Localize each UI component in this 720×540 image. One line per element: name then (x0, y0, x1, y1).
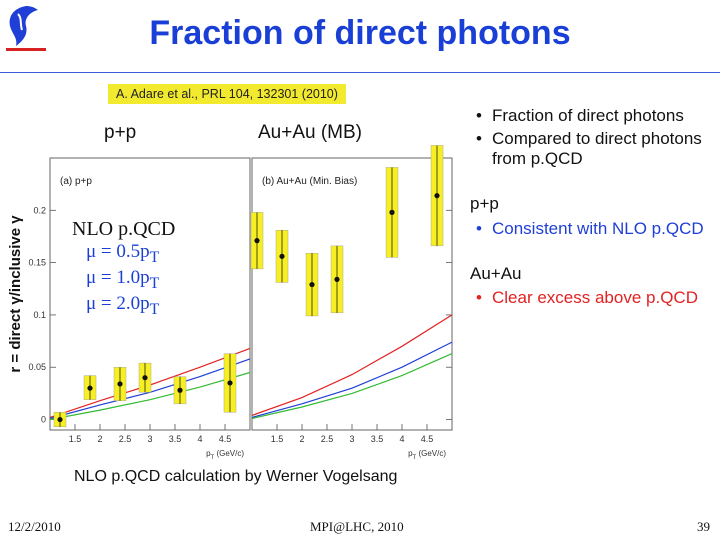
y-axis-label: r = direct γ/inclusive γ (7, 215, 24, 373)
slide-title: Fraction of direct photons (149, 14, 571, 52)
page-number: 39 (697, 519, 710, 534)
label-layer: r = direct γ/inclusive γ 0 0.05 0.1 0.15 0.2 (… (7, 176, 446, 460)
data-point (227, 380, 233, 386)
x-tick-label: 4 (197, 434, 202, 444)
data-point (177, 387, 183, 393)
data-point (309, 281, 315, 288)
panel-label-auau: Au+Au (MB) (258, 122, 363, 143)
x-tick-label: 3.5 (371, 434, 384, 444)
nlo-legend-title: NLO p.QCD (72, 218, 176, 240)
nlo-legend-line: μ = 1.0pT (86, 266, 160, 292)
x-tick-label: 2 (299, 434, 304, 444)
nlo-legend-line: μ = 2.0pT (86, 292, 160, 318)
x-tick-label: 3 (147, 434, 152, 444)
y-tick-label: 0.05 (28, 362, 46, 372)
y-tick-label: 0 (41, 415, 46, 425)
bullet-item: • Fraction of direct photons (476, 106, 684, 125)
x-tick-label: 4.5 (421, 434, 434, 444)
y-tick-label: 0.1 (33, 310, 46, 320)
calculation-credit: NLO p.QCD calculation by Werner Vogelsan… (74, 468, 398, 485)
bullet-heading-pp: p+p (470, 194, 499, 214)
curve-layer (49, 314, 453, 421)
x-tick-label: 2.5 (321, 434, 334, 444)
nlo-curve (251, 314, 453, 416)
footer-event: MPI@LHC, 2010 (310, 519, 404, 534)
data-point (434, 193, 440, 199)
x-tick-label: 2 (97, 434, 102, 444)
university-logo-icon (4, 4, 48, 54)
axes-layer (49, 157, 453, 431)
data-point (254, 238, 260, 244)
bullet-item: • Compared to direct photons from p.QCD (476, 128, 702, 169)
y-tick-label: 0.2 (33, 205, 46, 215)
x-tick-label: 1.5 (69, 434, 82, 444)
panel-tag: (b) Au+Au (Min. Bias) (262, 176, 357, 187)
data-point (389, 209, 395, 215)
data-point (117, 381, 123, 387)
x-axis-label: pT (GeV/c) (408, 449, 446, 460)
panel-label-pp: p+p (104, 122, 137, 143)
citation-box: A. Adare et al., PRL 104, 132301 (2010) (108, 84, 346, 104)
title-underline (0, 72, 720, 73)
nlo-legend: NLO p.QCD μ = 0.5pT μ = 1.0pT μ = 2.0pT (72, 218, 175, 318)
point-layer (53, 145, 444, 428)
x-axis-label: pT (GeV/c) (206, 449, 244, 460)
footer-date: 12/2/2010 (8, 519, 61, 534)
x-tick-label: 3 (349, 434, 354, 444)
x-tick-label: 3.5 (169, 434, 182, 444)
data-point (279, 253, 285, 259)
photon-fraction-chart: r = direct γ/inclusive γ 0 0.05 0.1 0.15 0.2 (… (7, 145, 453, 460)
nlo-curve (251, 341, 453, 418)
y-tick-label: 0.15 (28, 258, 46, 268)
data-point (142, 375, 148, 381)
nlo-curve (251, 353, 453, 420)
x-tick-label: 4.5 (219, 434, 232, 444)
panel-tag: (a) p+p (60, 176, 92, 187)
x-tick-label: 4 (399, 434, 404, 444)
nlo-curve (49, 371, 251, 421)
bullet-heading-auau: Au+Au (470, 263, 522, 283)
bullet-item: • Clear excess above p.QCD (476, 288, 698, 308)
x-tick-label: 1.5 (271, 434, 284, 444)
data-point (87, 385, 93, 391)
data-point (57, 416, 63, 423)
panel-frame (251, 157, 453, 431)
x-tick-label: 2.5 (119, 434, 132, 444)
nlo-legend-line: μ = 0.5pT (86, 241, 160, 266)
data-point (334, 276, 340, 282)
bullet-list: • Fraction of direct photons • Compared to… (470, 106, 715, 311)
bullet-item: • Consistent with NLO p.QCD (476, 218, 704, 238)
